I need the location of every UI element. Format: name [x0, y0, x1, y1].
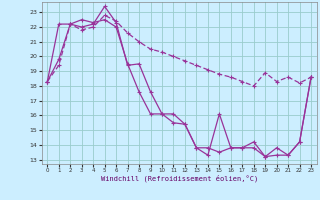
- X-axis label: Windchill (Refroidissement éolien,°C): Windchill (Refroidissement éolien,°C): [100, 175, 258, 182]
